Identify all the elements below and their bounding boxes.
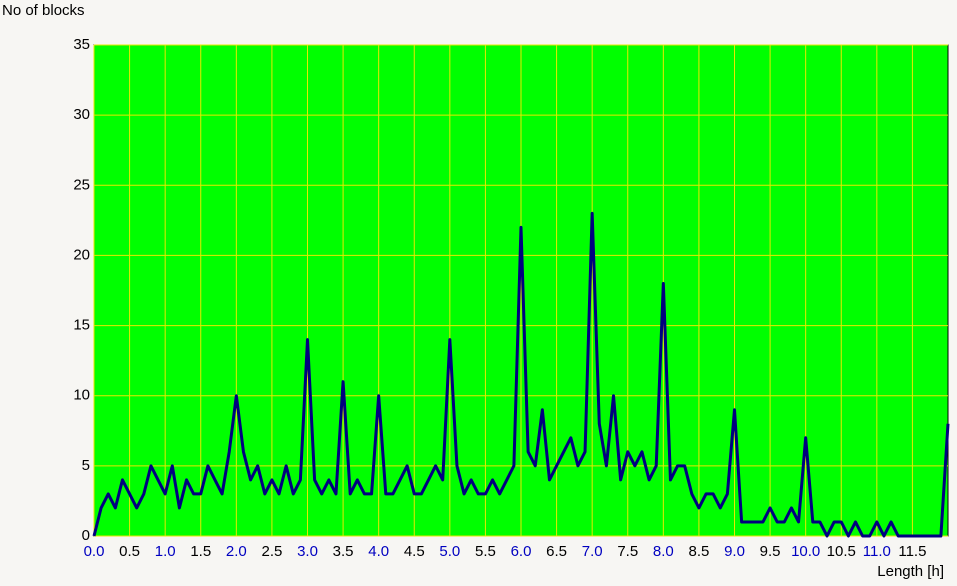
data-line (92, 211, 950, 538)
x-tick-label: 10.5 (827, 543, 856, 560)
y-tick-label: 0 (82, 527, 90, 544)
x-tick-label: 0.0 (84, 543, 105, 560)
x-tick-label: 1.5 (190, 543, 211, 560)
x-tick-label: 5.0 (439, 543, 460, 560)
x-tick-label: 3.5 (333, 543, 354, 560)
y-tick-label: 5 (82, 457, 90, 474)
x-tick-label: 2.5 (261, 543, 282, 560)
x-tick-label: 8.0 (653, 543, 674, 560)
x-tick-label: 9.5 (760, 543, 781, 560)
y-tick-label: 30 (73, 106, 90, 123)
x-tick-label: 11.5 (898, 543, 926, 560)
x-tick-label: 6.0 (511, 543, 532, 560)
x-tick-label: 0.5 (119, 543, 140, 560)
y-tick-label: 15 (73, 317, 90, 334)
x-tick-label: 1.0 (155, 543, 176, 560)
x-tick-label: 2.0 (226, 543, 247, 560)
y-tick-label: 20 (73, 246, 90, 263)
x-tick-label: 7.0 (582, 543, 603, 560)
x-tick-label: 8.5 (688, 543, 709, 560)
y-axis-label: No of blocks (2, 2, 85, 19)
x-axis-label: Length [h] (877, 563, 944, 580)
x-tick-label: 4.5 (404, 543, 425, 560)
y-tick-label: 25 (73, 176, 90, 193)
x-tick-label: 10.0 (791, 543, 820, 560)
x-tick-label: 11.0 (863, 543, 891, 560)
x-tick-label: 9.0 (724, 543, 745, 560)
x-tick-label: 4.0 (368, 543, 389, 560)
y-tick-label: 10 (73, 387, 90, 404)
x-tick-label: 7.5 (617, 543, 638, 560)
x-tick-label: 5.5 (475, 543, 496, 560)
x-tick-label: 6.5 (546, 543, 567, 560)
y-tick-label: 35 (73, 36, 90, 53)
x-tick-label: 3.0 (297, 543, 318, 560)
